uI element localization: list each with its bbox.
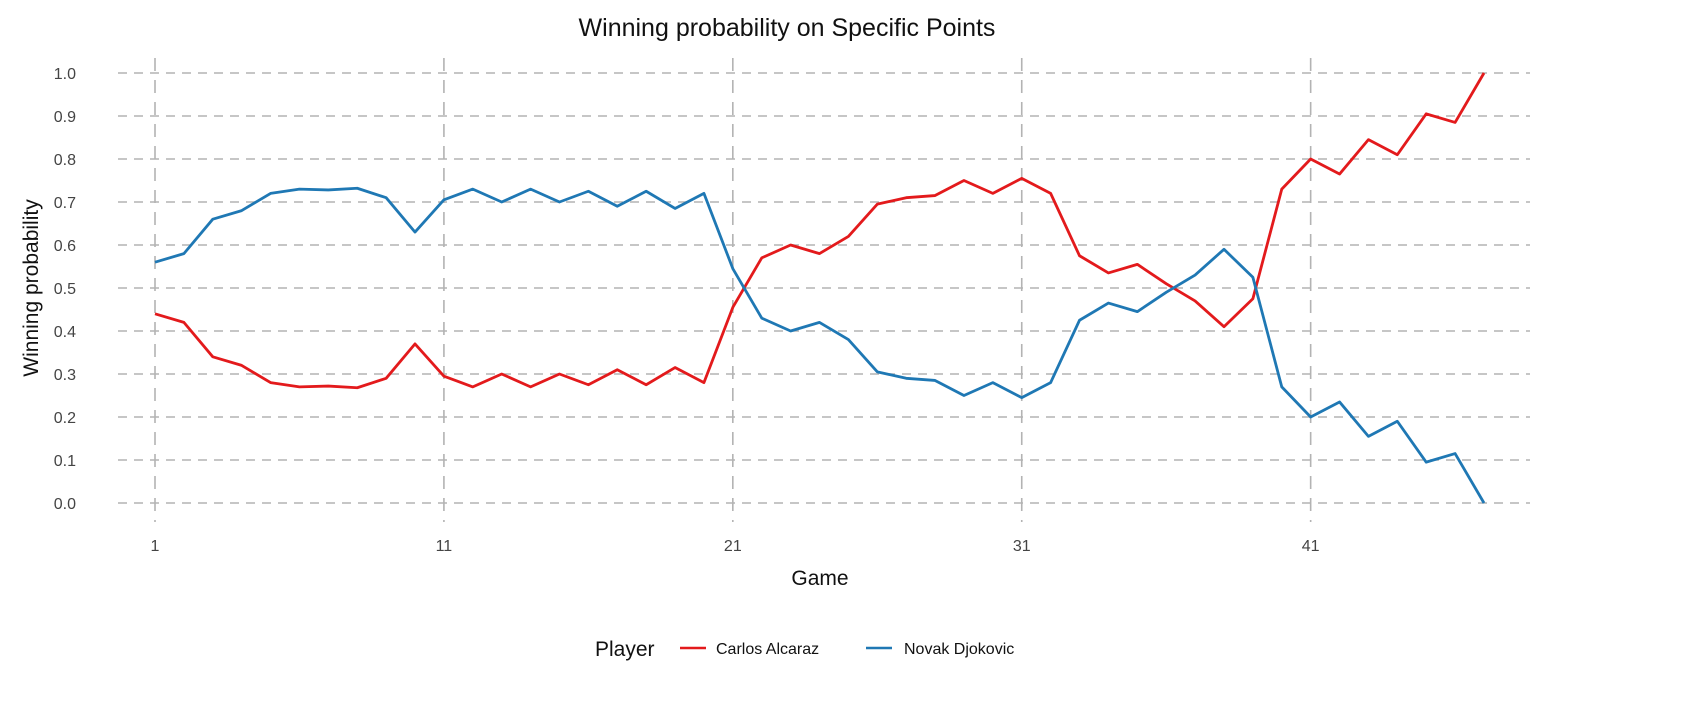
x-tick-label: 31 — [1013, 538, 1031, 555]
gridlines — [118, 58, 1530, 522]
series-line-novak-djokovic — [154, 186, 1486, 504]
x-tick-label: 21 — [724, 538, 742, 555]
legend-label-novak-djokovic: Novak Djokovic — [904, 641, 1014, 658]
y-tick-label: 0.6 — [54, 238, 76, 255]
legend-title: Player — [595, 638, 655, 661]
y-tick-label: 0.3 — [54, 367, 76, 384]
y-axis-ticks: 0.0 0.1 0.2 0.3 0.4 0.5 0.6 0.7 0.8 0.9 1.0 — [54, 66, 76, 513]
x-axis-ticks: 1 11 21 31 41 — [151, 538, 1320, 555]
series-lines — [154, 72, 1486, 504]
y-axis-label: Winning probability — [20, 199, 43, 377]
y-tick-label: 0.8 — [54, 152, 76, 169]
y-tick-label: 0.7 — [54, 195, 76, 212]
y-tick-label: 0.2 — [54, 410, 76, 427]
x-tick-label: 11 — [436, 538, 453, 555]
x-axis-label: Game — [791, 567, 848, 590]
y-tick-label: 0.4 — [54, 324, 76, 341]
x-tick-label: 41 — [1302, 538, 1320, 555]
series-line-carlos-alcaraz — [154, 72, 1486, 390]
y-tick-label: 0.1 — [54, 453, 76, 470]
y-tick-label: 0.5 — [54, 281, 76, 298]
y-tick-label: 1.0 — [54, 66, 76, 83]
x-tick-label: 1 — [151, 538, 160, 555]
y-tick-label: 0.9 — [54, 109, 76, 126]
y-tick-label: 0.0 — [54, 496, 76, 513]
legend: Player Carlos Alcaraz Novak Djokovic — [595, 638, 1014, 661]
chart-title: Winning probability on Specific Points — [579, 14, 996, 42]
legend-label-carlos-alcaraz: Carlos Alcaraz — [716, 641, 819, 658]
